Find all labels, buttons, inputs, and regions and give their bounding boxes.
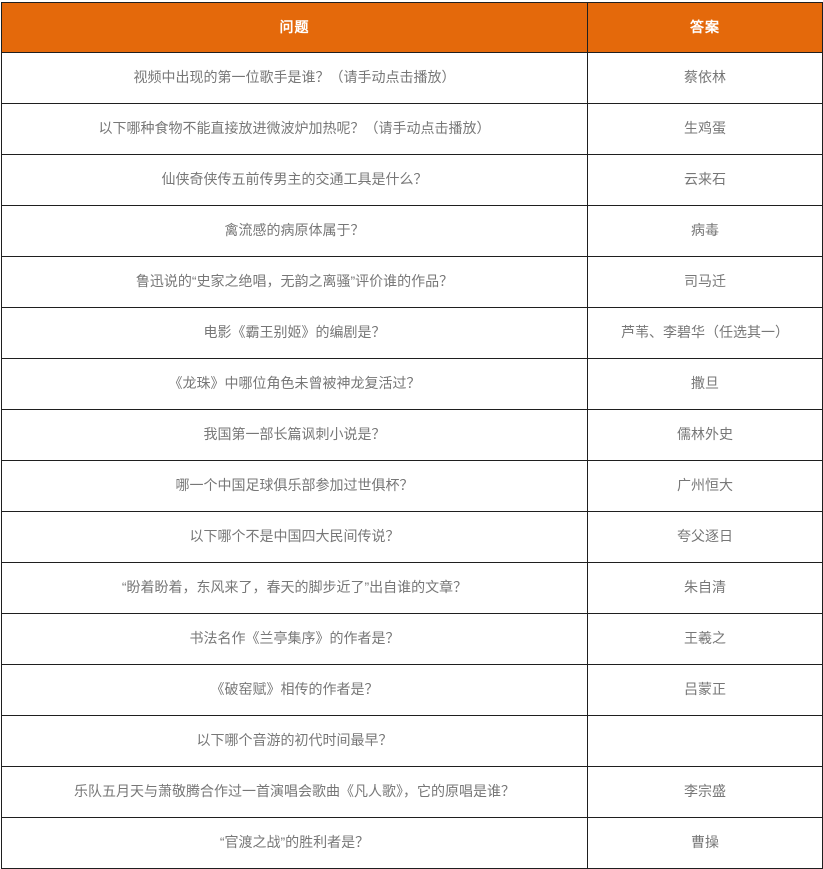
question-cell: “盼着盼着，东风来了，春天的脚步近了”出自谁的文章？ [1,562,588,614]
question-cell: 哪一个中国足球俱乐部参加过世俱杯？ [1,460,588,512]
table-row: 《破窑赋》相传的作者是？ 吕蒙正 [1,664,823,716]
question-cell: 《破窑赋》相传的作者是？ [1,664,588,716]
table-row: 《龙珠》中哪位角色未曾被神龙复活过？ 撒旦 [1,358,823,410]
answer-cell: 朱自清 [587,562,823,614]
question-cell: 电影《霸王别姬》的编剧是？ [1,307,588,359]
answer-cell: 蔡依林 [587,52,823,104]
header-row: 问题 答案 [1,2,823,53]
table-row: 乐队五月天与萧敬腾合作过一首演唱会歌曲《凡人歌》，它的原唱是谁？ 李宗盛 [1,766,823,818]
answer-column-header: 答案 [587,2,823,53]
answer-cell: 李宗盛 [587,766,823,818]
table-row: “盼着盼着，东风来了，春天的脚步近了”出自谁的文章？ 朱自清 [1,562,823,614]
answer-cell: 撒旦 [587,358,823,410]
question-cell: 我国第一部长篇讽刺小说是？ [1,409,588,461]
question-cell: 鲁迅说的“史家之绝唱，无韵之离骚”评价谁的作品？ [1,256,588,308]
answer-cell: 云来石 [587,154,823,206]
answer-cell: 病毒 [587,205,823,257]
table-row: 以下哪种食物不能直接放进微波炉加热呢？（请手动点击播放） 生鸡蛋 [1,103,823,155]
question-cell: 以下哪个不是中国四大民间传说？ [1,511,588,563]
answer-cell: 曹操 [587,817,823,869]
question-cell: 以下哪个音游的初代时间最早？ [1,715,588,767]
answer-cell: 儒林外史 [587,409,823,461]
answer-cell: 生鸡蛋 [587,103,823,155]
question-cell: 乐队五月天与萧敬腾合作过一首演唱会歌曲《凡人歌》，它的原唱是谁？ [1,766,588,818]
answer-cell: 广州恒大 [587,460,823,512]
question-cell: 以下哪种食物不能直接放进微波炉加热呢？（请手动点击播放） [1,103,588,155]
table-row: 仙侠奇侠传五前传男主的交通工具是什么？ 云来石 [1,154,823,206]
question-cell: 禽流感的病原体属于？ [1,205,588,257]
table-row: 哪一个中国足球俱乐部参加过世俱杯？ 广州恒大 [1,460,823,512]
question-cell: 视频中出现的第一位歌手是谁？（请手动点击播放） [1,52,588,104]
table-row: 电影《霸王别姬》的编剧是？ 芦苇、李碧华（任选其一） [1,307,823,359]
question-cell: “官渡之战”的胜利者是？ [1,817,588,869]
table-row: “官渡之战”的胜利者是？ 曹操 [1,817,823,869]
table-row: 鲁迅说的“史家之绝唱，无韵之离骚”评价谁的作品？ 司马迁 [1,256,823,308]
table-row: 书法名作《兰亭集序》的作者是？ 王羲之 [1,613,823,665]
table-body: 视频中出现的第一位歌手是谁？（请手动点击播放） 蔡依林 以下哪种食物不能直接放进… [1,52,823,869]
answer-cell: 夸父逐日 [587,511,823,563]
answer-cell: 吕蒙正 [587,664,823,716]
question-column-header: 问题 [1,2,588,53]
question-cell: 书法名作《兰亭集序》的作者是？ [1,613,588,665]
answer-cell [587,715,823,767]
table-row: 以下哪个不是中国四大民间传说？ 夸父逐日 [1,511,823,563]
answer-cell: 司马迁 [587,256,823,308]
table-row: 以下哪个音游的初代时间最早？ [1,715,823,767]
answer-cell: 王羲之 [587,613,823,665]
question-cell: 《龙珠》中哪位角色未曾被神龙复活过？ [1,358,588,410]
question-cell: 仙侠奇侠传五前传男主的交通工具是什么？ [1,154,588,206]
table-row: 禽流感的病原体属于？ 病毒 [1,205,823,257]
table-row: 我国第一部长篇讽刺小说是？ 儒林外史 [1,409,823,461]
answer-cell: 芦苇、李碧华（任选其一） [587,307,823,359]
table-row: 视频中出现的第一位歌手是谁？（请手动点击播放） 蔡依林 [1,52,823,104]
